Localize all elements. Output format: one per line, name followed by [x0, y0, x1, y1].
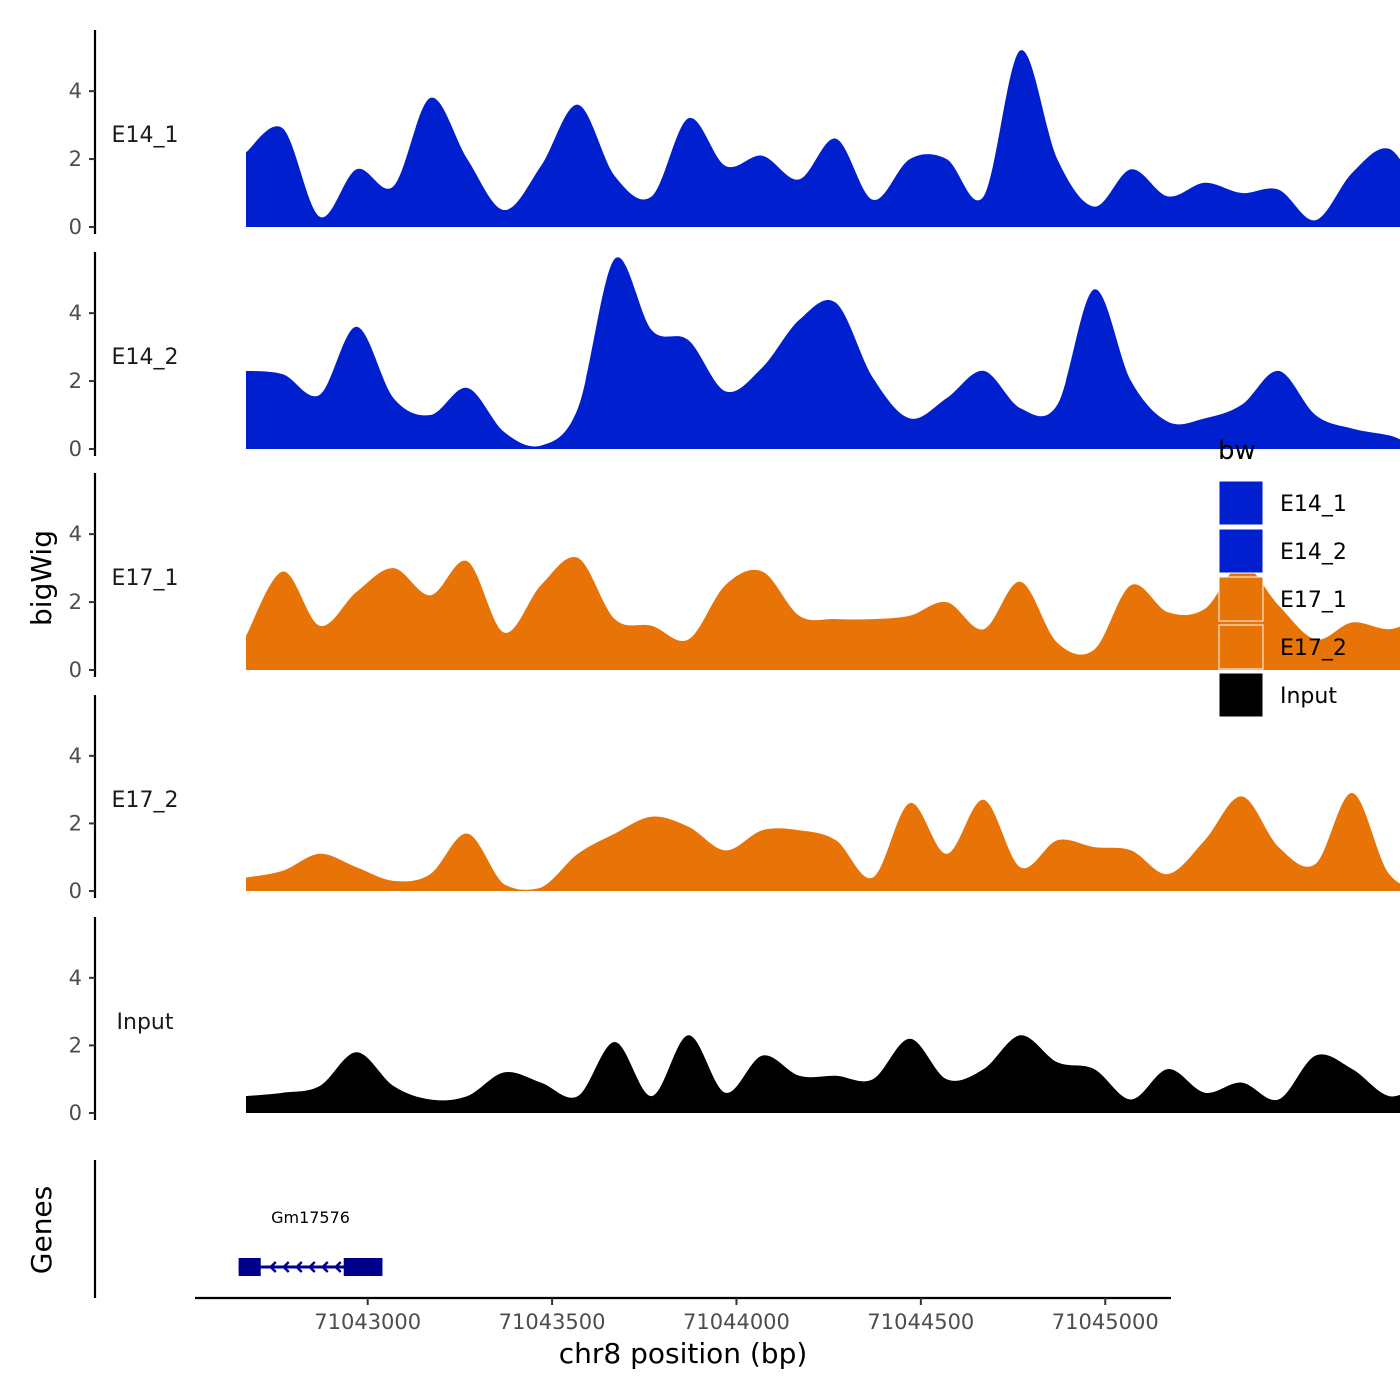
signal-area — [246, 257, 1400, 449]
x-tick-label: 71043000 — [314, 1310, 421, 1334]
genes-panel-title: Genes — [25, 1186, 58, 1274]
track-panel-e17-1: 0 2 4 E17_1 — [69, 473, 1400, 682]
signal-area — [246, 1035, 1400, 1113]
legend: bw E14_1 E14_2 E17_1 E17_2 Input — [1218, 436, 1347, 718]
y-tick-label: 4 — [69, 966, 82, 990]
track-label: Input — [117, 1010, 174, 1035]
track-label: E14_2 — [112, 345, 179, 370]
x-tick-label: 71043500 — [499, 1310, 606, 1334]
track-panel-input: 0 2 4 Input — [69, 917, 1400, 1125]
legend-label: E14_2 — [1280, 540, 1347, 565]
track-label: E17_1 — [112, 566, 179, 591]
x-tick-label: 71044500 — [867, 1310, 974, 1334]
y-tick-label: 0 — [69, 879, 82, 903]
y-tick-label: 4 — [69, 301, 82, 325]
x-axis-title: chr8 position (bp) — [559, 1337, 808, 1370]
y-tick-label: 0 — [69, 215, 82, 239]
x-tick-label: 71045000 — [1052, 1310, 1159, 1334]
strand-arrow — [320, 1261, 329, 1273]
gene-label: Gm17576 — [271, 1208, 350, 1227]
y-tick-label: 4 — [69, 744, 82, 768]
y-tick-label: 2 — [69, 811, 82, 835]
gene-exon — [343, 1258, 383, 1276]
legend-swatch — [1218, 480, 1264, 526]
x-tick-label: 71044000 — [683, 1310, 790, 1334]
strand-arrow — [307, 1261, 316, 1273]
signal-area — [246, 556, 1400, 670]
legend-label: Input — [1280, 684, 1337, 709]
y-axis-title: bigWig — [25, 530, 58, 626]
y-tick-label: 2 — [69, 1033, 82, 1057]
track-panel-e14-1: 0 2 4 E14_1 — [69, 30, 1400, 239]
signal-area — [246, 50, 1400, 227]
x-axis: 71043000 71043500 71044000 71044500 71045000 — [195, 1296, 1171, 1334]
gene-gm17576: Gm17576 — [238, 1208, 383, 1276]
strand-arrow — [294, 1261, 303, 1273]
tracks-layer: 0 2 4 E14_1 0 2 4 E14_2 0 2 4 E17_1 0 2 4 E17_2 0 2 4 Input — [69, 30, 1400, 1125]
track-panel-e17-2: 0 2 4 E17_2 — [69, 695, 1400, 903]
track-label: E17_2 — [112, 788, 179, 813]
gene-exon — [238, 1258, 261, 1276]
genes-layer: Gm17576 — [93, 1160, 383, 1298]
legend-swatch — [1218, 528, 1264, 574]
track-panel-e14-2: 0 2 4 E14_2 — [69, 252, 1400, 461]
y-tick-label: 0 — [69, 437, 82, 461]
y-tick-label: 2 — [69, 147, 82, 171]
strand-arrow — [281, 1261, 290, 1273]
strand-arrow — [268, 1261, 277, 1273]
y-tick-label: 2 — [69, 590, 82, 614]
legend-swatch — [1218, 624, 1264, 670]
y-tick-label: 2 — [69, 369, 82, 393]
y-tick-label: 4 — [69, 79, 82, 103]
legend-swatch — [1218, 576, 1264, 622]
y-tick-label: 0 — [69, 658, 82, 682]
strand-arrow — [333, 1261, 342, 1273]
legend-swatch — [1218, 672, 1264, 718]
legend-label: E17_1 — [1280, 588, 1347, 613]
legend-label: E17_2 — [1280, 636, 1347, 661]
track-label: E14_1 — [112, 123, 179, 148]
legend-label: E14_1 — [1280, 492, 1347, 517]
y-tick-label: 4 — [69, 522, 82, 546]
legend-title: bw — [1218, 436, 1256, 466]
y-tick-label: 0 — [69, 1101, 82, 1125]
signal-area — [246, 792, 1400, 891]
